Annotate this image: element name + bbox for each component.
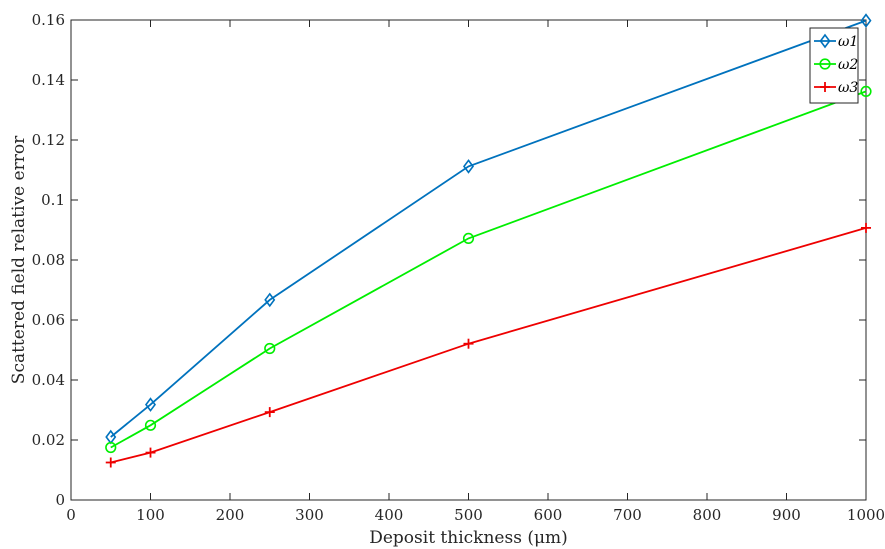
- y-tick-label: 0: [55, 491, 65, 509]
- plot-area: [70, 19, 867, 501]
- x-tick-label: 200: [216, 506, 245, 524]
- data-point: [463, 159, 474, 174]
- y-tick-label: 0.1: [41, 191, 65, 209]
- y-tick-label: 0.02: [32, 431, 65, 449]
- x-tick-label: 600: [534, 506, 563, 524]
- legend-item: ω1: [814, 33, 858, 50]
- data-point: [860, 85, 872, 97]
- y-tick-label: 0.04: [32, 371, 65, 389]
- y-tick-label: 0.14: [32, 71, 65, 89]
- data-point: [145, 447, 156, 458]
- data-point: [264, 342, 276, 355]
- x-tick-label: 300: [295, 506, 324, 524]
- x-tick-label: 1000: [847, 506, 885, 524]
- data-point: [105, 457, 116, 468]
- data-point: [145, 397, 156, 412]
- y-tick-label: 0.08: [32, 251, 65, 269]
- x-tick-label: 100: [136, 506, 165, 524]
- x-axis-title: Deposit thickness (μm): [369, 528, 568, 548]
- x-tick-label: 800: [693, 506, 722, 524]
- series-2: [105, 85, 872, 454]
- data-point: [861, 222, 871, 233]
- series-layer: [105, 13, 872, 468]
- legend-marker: [819, 58, 831, 70]
- data-point: [462, 232, 475, 244]
- legend-label: ω2: [838, 57, 858, 73]
- data-point: [264, 407, 275, 418]
- legend-label: ω3: [838, 80, 858, 96]
- data-point: [144, 419, 157, 431]
- y-axis-title: Scattered field relative error: [9, 135, 29, 384]
- data-point: [105, 441, 117, 454]
- series-3: [105, 222, 871, 468]
- y-tick-label: 0.06: [32, 311, 65, 329]
- legend-label: ω1: [838, 34, 858, 50]
- legend-item: ω2: [814, 57, 858, 73]
- series-line: [110, 90, 867, 449]
- y-axis-ticks: 0 0.02 0.04 0.06 0.08 0.1 0.12 0.14 0.16: [32, 11, 866, 509]
- x-axis-ticks: 0 100 200 300 400 500 600 700 800 900 1000: [66, 20, 885, 524]
- legend-item: ω3: [814, 80, 858, 96]
- legend-marker: [820, 82, 830, 92]
- legend: ω1 ω2 ω3: [809, 27, 859, 104]
- data-point: [264, 292, 276, 308]
- series-line: [110, 19, 867, 438]
- data-point: [860, 13, 872, 28]
- x-tick-label: 400: [375, 506, 404, 524]
- legend-marker: [819, 33, 831, 49]
- x-tick-label: 700: [613, 506, 642, 524]
- x-tick-label: 0: [66, 506, 76, 524]
- y-tick-label: 0.12: [32, 131, 65, 149]
- y-tick-label: 0.16: [32, 11, 65, 29]
- data-point: [463, 338, 474, 349]
- x-tick-label: 500: [454, 506, 483, 524]
- x-tick-label: 900: [772, 506, 801, 524]
